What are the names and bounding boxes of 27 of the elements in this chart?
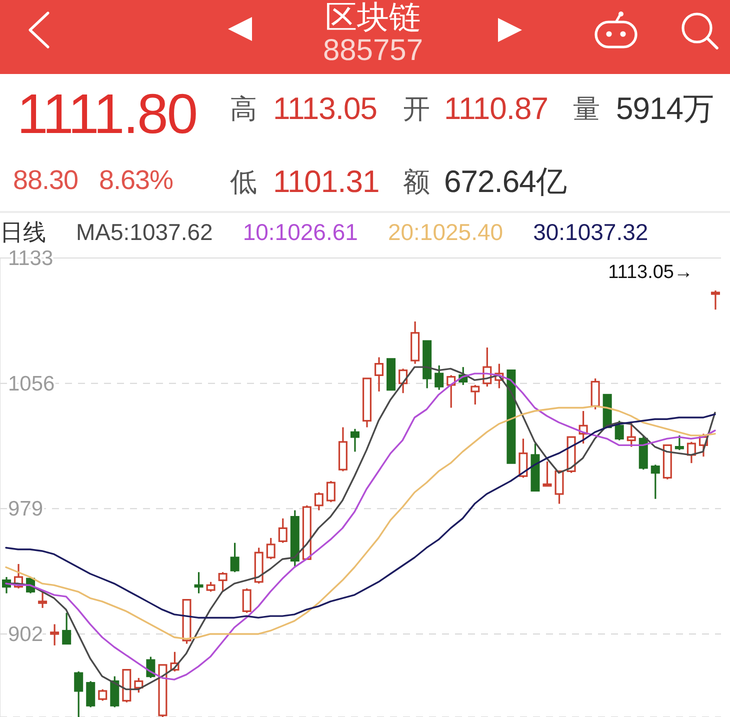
text: 672.64亿 [444,164,566,199]
text: 开 [403,94,430,124]
text: 5914万 [616,91,714,126]
text: 1111.80 [17,82,196,145]
text: 88.30 [13,165,78,195]
text: 10:1026.61 [242,219,358,245]
text: MA5:1037.62 [76,219,213,245]
text: 额 [403,167,430,197]
text: 1101.31 [273,164,380,199]
legend-title: 日线 [0,219,46,245]
text: 20:1025.40 [388,219,504,245]
text: 8.63% [99,165,174,195]
chart-subtitle: 885757 [322,34,424,67]
y-tick-label: 1133 [8,246,54,270]
annotation: 1113.05→ [608,262,693,283]
y-tick-label: 1056 [8,372,55,395]
text: 30:1037.32 [533,219,648,245]
chart-title: 区块链 [325,0,421,35]
text: 高 [230,94,257,124]
text: 1113.05 [273,91,377,126]
text: 1110.87 [444,91,548,126]
y-tick-label: 902 [8,622,44,646]
text: 量 [573,94,600,124]
text: 低 [230,167,257,197]
candlestick [350,428,360,452]
candlestick [374,356,384,392]
y-tick-label: 979 [8,497,44,520]
